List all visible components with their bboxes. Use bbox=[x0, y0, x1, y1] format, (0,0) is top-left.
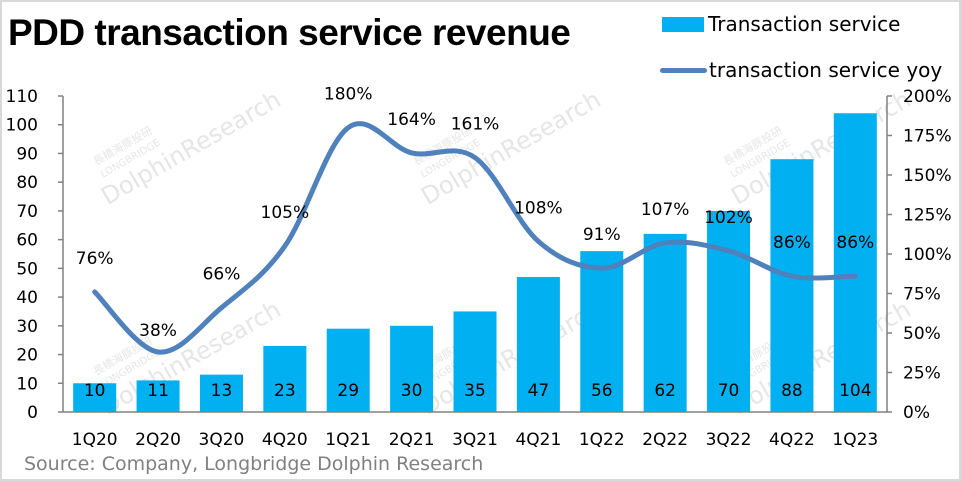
x-tick-label: 4Q22 bbox=[769, 430, 815, 450]
x-tick-label: 3Q20 bbox=[199, 430, 245, 450]
bar bbox=[833, 113, 877, 413]
legend-line-swatch bbox=[660, 67, 707, 73]
y-right-tick-label: 100% bbox=[903, 245, 952, 265]
x-tick-label: 2Q20 bbox=[135, 430, 181, 450]
bar-value-label: 13 bbox=[211, 381, 233, 401]
y-left-tick-label: 20 bbox=[16, 346, 38, 366]
y-left-tick-label: 40 bbox=[16, 288, 38, 308]
x-tick-label: 2Q22 bbox=[642, 430, 688, 450]
legend-line-label: transaction service yoy bbox=[709, 58, 943, 82]
y-right-tick-label: 0% bbox=[903, 403, 930, 423]
y-right-tick-label: 75% bbox=[903, 285, 941, 305]
axes: 0 10 20 30 40 50 60 70 80 90 100 110 0% 25% 50% 75% 100%… bbox=[6, 87, 952, 450]
y-left-tick-label: 100 bbox=[6, 116, 38, 136]
legend-item-line: transaction service yoy bbox=[660, 54, 942, 86]
y-left-tick-label: 80 bbox=[16, 173, 38, 193]
y-left-tick-label: 30 bbox=[16, 317, 38, 337]
y-right-tick-label: 25% bbox=[903, 364, 941, 384]
bars bbox=[73, 113, 877, 413]
yoy-value-label: 105% bbox=[261, 203, 310, 223]
yoy-value-label: 76% bbox=[76, 249, 114, 269]
y-left-tick-label: 60 bbox=[16, 231, 38, 251]
yoy-line-group bbox=[92, 121, 858, 355]
bar bbox=[136, 380, 180, 412]
x-tick-label: 3Q22 bbox=[706, 430, 752, 450]
yoy-value-label: 164% bbox=[387, 110, 436, 130]
bar bbox=[707, 210, 751, 412]
yoy-value-label: 180% bbox=[324, 85, 373, 105]
yoy-value-label: 102% bbox=[704, 208, 753, 228]
yoy-value-label: 86% bbox=[773, 233, 811, 253]
y-left-tick-label: 70 bbox=[16, 202, 38, 222]
x-tick-label: 1Q23 bbox=[832, 430, 878, 450]
legend-bar-label: Transaction service bbox=[708, 12, 901, 36]
bar-value-label: 88 bbox=[781, 381, 803, 401]
y-left-tick-label: 90 bbox=[16, 144, 38, 164]
x-tick-label: 1Q21 bbox=[325, 430, 371, 450]
x-tick-label: 1Q20 bbox=[72, 430, 118, 450]
x-tick-label: 1Q22 bbox=[579, 430, 625, 450]
yoy-value-label: 108% bbox=[514, 198, 563, 218]
bar bbox=[199, 374, 243, 412]
bar-value-label: 104 bbox=[839, 381, 871, 401]
yoy-value-label: 38% bbox=[139, 321, 177, 341]
x-tick-label: 3Q21 bbox=[452, 430, 498, 450]
bar-value-label: 30 bbox=[401, 381, 423, 401]
bar-value-label: 47 bbox=[528, 381, 550, 401]
yoy-value-label: 107% bbox=[641, 200, 690, 220]
bar bbox=[326, 328, 370, 412]
bar-value-label: 11 bbox=[147, 381, 169, 401]
y-right-tick-label: 125% bbox=[903, 206, 952, 226]
bar-value-label: 29 bbox=[337, 381, 359, 401]
bar-value-label: 23 bbox=[274, 381, 296, 401]
x-tick-label: 4Q20 bbox=[262, 430, 308, 450]
y-left-tick-label: 0 bbox=[27, 403, 38, 423]
bar-value-label: 62 bbox=[654, 381, 676, 401]
bar bbox=[453, 311, 497, 412]
x-tick-label: 4Q21 bbox=[515, 430, 561, 450]
bar-value-label: 10 bbox=[84, 381, 106, 401]
bar bbox=[770, 159, 814, 412]
yoy-line bbox=[92, 121, 858, 355]
legend: Transaction service transaction service … bbox=[660, 8, 942, 86]
y-left-tick-label: 110 bbox=[6, 87, 38, 107]
bar-value-label: 56 bbox=[591, 381, 613, 401]
yoy-value-label: 161% bbox=[451, 115, 500, 135]
bar bbox=[390, 325, 434, 412]
bar bbox=[263, 345, 307, 412]
y-left-tick-label: 10 bbox=[16, 374, 38, 394]
bar-value-label: 35 bbox=[464, 381, 486, 401]
y-right-tick-label: 175% bbox=[903, 127, 952, 147]
x-tick-label: 2Q21 bbox=[389, 430, 435, 450]
bar bbox=[516, 276, 560, 412]
source-note: Source: Company, Longbridge Dolphin Rese… bbox=[24, 453, 484, 475]
chart-title: PDD transaction service revenue bbox=[8, 12, 571, 53]
bar-value-label: 70 bbox=[718, 381, 740, 401]
legend-item-bar: Transaction service bbox=[660, 8, 942, 40]
yoy-value-label: 66% bbox=[203, 265, 241, 285]
data-labels: 10 11 13 23 29 30 35 47 56 62 70 88 104 76% 38% 66% 105%… bbox=[76, 85, 874, 401]
yoy-value-label: 86% bbox=[836, 233, 874, 253]
y-right-tick-label: 200% bbox=[903, 87, 952, 107]
y-left-tick-label: 50 bbox=[16, 259, 38, 279]
bar bbox=[643, 233, 687, 412]
bar bbox=[73, 383, 117, 412]
y-right-tick-label: 150% bbox=[903, 166, 952, 186]
bar bbox=[580, 251, 624, 412]
y-right-tick-label: 50% bbox=[903, 324, 941, 344]
legend-bar-swatch bbox=[662, 16, 704, 32]
yoy-value-label: 91% bbox=[583, 225, 621, 245]
